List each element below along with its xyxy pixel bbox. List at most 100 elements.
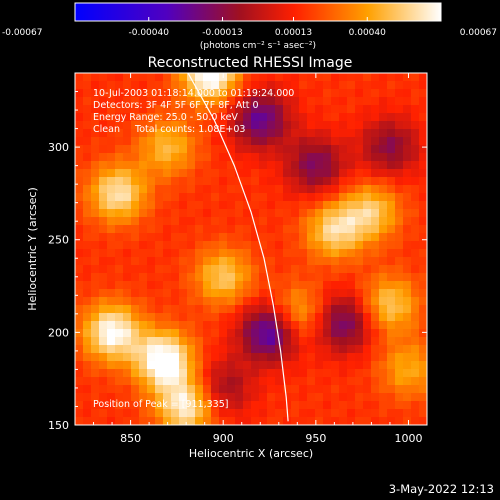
annotation-detectors: Detectors: 3F 4F 5F 6F 7F 8F, Att 0 xyxy=(93,100,259,111)
heatmap-cell xyxy=(155,385,164,394)
heatmap-cell xyxy=(219,113,228,122)
heatmap-cell xyxy=(171,321,180,330)
heatmap-cell xyxy=(147,81,156,90)
heatmap-cell xyxy=(219,393,228,402)
heatmap-cell xyxy=(347,417,356,425)
heatmap-cell xyxy=(115,201,124,210)
heatmap-cell xyxy=(251,241,260,250)
heatmap-cell xyxy=(91,393,100,402)
heatmap-cell xyxy=(155,313,164,322)
heatmap-cell xyxy=(307,217,316,226)
heatmap-cell xyxy=(243,377,252,386)
heatmap-cell xyxy=(339,145,348,154)
heatmap-cell xyxy=(123,321,132,330)
heatmap-cell xyxy=(123,417,132,425)
heatmap-cell xyxy=(147,201,156,210)
heatmap-cell xyxy=(251,169,260,178)
heatmap-cell xyxy=(379,337,388,346)
heatmap-cell xyxy=(387,81,396,90)
heatmap-cell xyxy=(411,345,420,354)
heatmap-cell xyxy=(339,361,348,370)
heatmap-cell xyxy=(99,369,108,378)
heatmap-cell xyxy=(139,169,148,178)
heatmap-cell xyxy=(299,353,308,362)
heatmap-cell xyxy=(187,329,196,338)
heatmap-cell xyxy=(363,401,372,410)
heatmap-cell xyxy=(355,97,364,106)
heatmap-cell xyxy=(227,193,236,202)
heatmap-cell xyxy=(75,113,84,122)
heatmap-cell xyxy=(387,361,396,370)
heatmap-cell xyxy=(371,105,380,114)
heatmap-cell xyxy=(179,113,188,122)
heatmap-cell xyxy=(315,289,324,298)
heatmap-cell xyxy=(331,97,340,106)
heatmap-cell xyxy=(299,145,308,154)
heatmap-cell xyxy=(259,193,268,202)
heatmap-cell xyxy=(211,393,220,402)
heatmap-cell xyxy=(139,89,148,98)
heatmap-cell xyxy=(395,145,404,154)
heatmap-cell xyxy=(419,217,427,226)
heatmap-cell xyxy=(131,305,140,314)
heatmap-cell xyxy=(411,281,420,290)
heatmap-cell xyxy=(307,329,316,338)
heatmap-cell xyxy=(315,377,324,386)
heatmap-cell xyxy=(107,361,116,370)
heatmap-cell xyxy=(219,409,228,418)
heatmap-cell xyxy=(355,257,364,266)
heatmap-cell xyxy=(283,177,292,186)
heatmap-cell xyxy=(331,289,340,298)
heatmap-cell xyxy=(331,329,340,338)
heatmap-cell xyxy=(83,105,92,114)
heatmap-cell xyxy=(99,313,108,322)
heatmap-cell xyxy=(355,209,364,218)
heatmap-cell xyxy=(235,209,244,218)
heatmap-cell xyxy=(283,161,292,170)
heatmap-cell xyxy=(179,417,188,425)
heatmap-cell xyxy=(331,409,340,418)
heatmap-cell xyxy=(131,97,140,106)
heatmap-cell xyxy=(403,281,412,290)
heatmap-cell xyxy=(211,129,220,138)
heatmap-cell xyxy=(163,89,172,98)
heatmap-cell xyxy=(283,393,292,402)
heatmap-cell xyxy=(99,401,108,410)
heatmap-cell xyxy=(203,161,212,170)
heatmap-cell xyxy=(91,161,100,170)
heatmap-cell xyxy=(323,361,332,370)
heatmap-cell xyxy=(171,225,180,234)
heatmap-cell xyxy=(131,369,140,378)
heatmap-cell xyxy=(291,361,300,370)
heatmap-cell xyxy=(331,153,340,162)
heatmap-cell xyxy=(307,201,316,210)
heatmap-cell xyxy=(419,193,427,202)
heatmap-cell xyxy=(139,233,148,242)
heatmap-cell xyxy=(331,353,340,362)
heatmap-cell xyxy=(179,161,188,170)
heatmap-cell xyxy=(315,385,324,394)
heatmap-cell xyxy=(331,193,340,202)
heatmap-cell xyxy=(339,265,348,274)
heatmap-cell xyxy=(275,113,284,122)
heatmap-cell xyxy=(155,105,164,114)
heatmap-cell xyxy=(235,113,244,122)
heatmap-cell xyxy=(235,273,244,282)
heatmap-cell xyxy=(267,417,276,425)
heatmap-cell xyxy=(235,73,244,82)
heatmap-cell xyxy=(123,249,132,258)
y-tick-label: 150 xyxy=(48,419,69,432)
heatmap-cell xyxy=(371,81,380,90)
heatmap-cell xyxy=(387,241,396,250)
heatmap-cell xyxy=(259,297,268,306)
heatmap-cell xyxy=(203,409,212,418)
heatmap-cell xyxy=(203,241,212,250)
heatmap-cell xyxy=(387,193,396,202)
heatmap-cell xyxy=(139,201,148,210)
heatmap-cell xyxy=(355,233,364,242)
heatmap-cell xyxy=(179,401,188,410)
heatmap-cell xyxy=(195,233,204,242)
heatmap-cell xyxy=(339,329,348,338)
heatmap-cell xyxy=(123,409,132,418)
